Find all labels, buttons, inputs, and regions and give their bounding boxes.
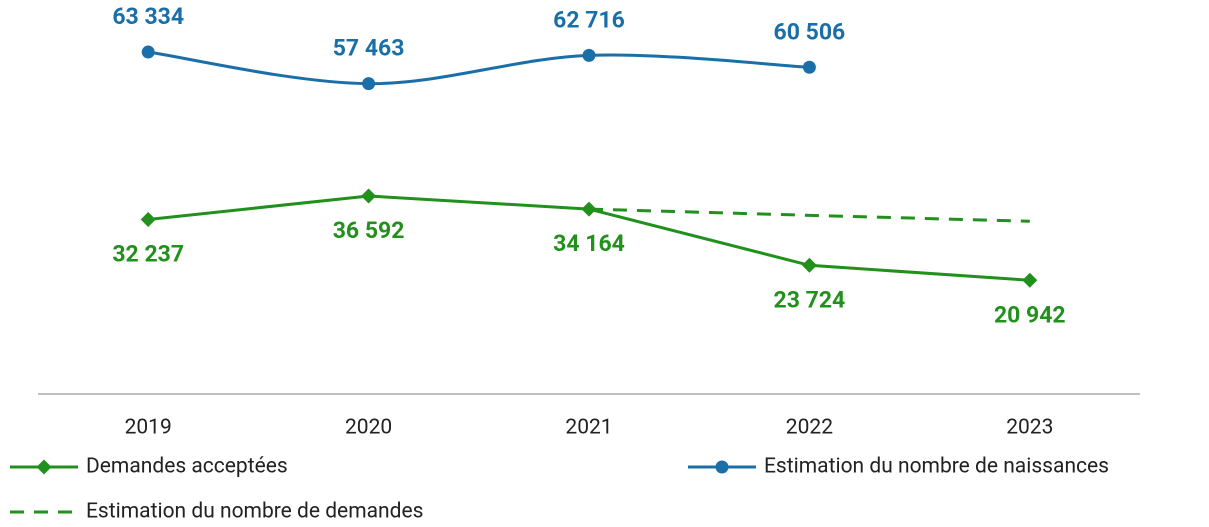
point <box>140 211 156 227</box>
x-tick-label: 2020 <box>345 416 392 440</box>
x-tick-label: 2019 <box>125 416 172 440</box>
point <box>362 77 376 91</box>
point <box>361 188 377 204</box>
x-tick-label: 2021 <box>565 416 612 440</box>
value-label: 32 237 <box>112 241 184 268</box>
x-tick-label: 2022 <box>786 416 833 440</box>
value-label: 60 506 <box>774 18 846 45</box>
point <box>802 60 816 74</box>
series-line <box>588 207 1030 223</box>
value-label: 20 942 <box>994 301 1066 328</box>
legend-label: Demandes acceptées <box>86 455 288 479</box>
series-line <box>147 50 810 86</box>
value-label: 23 724 <box>774 286 846 313</box>
x-tick-label: 2023 <box>1006 416 1053 440</box>
point <box>801 257 817 273</box>
value-label: 57 463 <box>333 35 405 62</box>
value-label: 63 334 <box>112 3 184 30</box>
legend-label: Estimation du nombre de demandes <box>86 500 423 524</box>
legend-label: Estimation du nombre de naissances <box>764 455 1109 479</box>
point <box>582 48 596 62</box>
legend-marker <box>36 459 52 475</box>
value-label: 34 164 <box>553 230 625 257</box>
point <box>141 45 155 59</box>
value-label: 62 716 <box>553 6 625 33</box>
point <box>1022 272 1038 288</box>
value-label: 36 592 <box>333 217 405 244</box>
legend-marker <box>715 460 729 474</box>
